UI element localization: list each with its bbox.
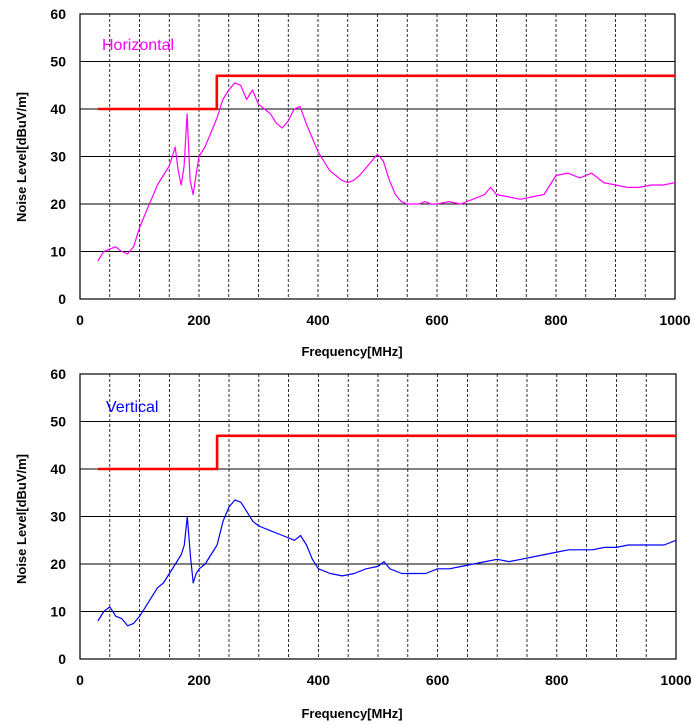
x-tick-label: 600 [426, 672, 450, 688]
y-tick-label: 50 [50, 414, 66, 430]
y-tick-label: 50 [50, 54, 66, 70]
x-tick-label: 600 [425, 312, 449, 328]
x-tick-label: 800 [545, 672, 569, 688]
x-tick-label: 200 [188, 672, 212, 688]
x-tick-label: 1000 [660, 672, 691, 688]
noise-series-line [97, 82, 676, 262]
y-tick-label: 0 [58, 291, 66, 307]
x-axis-label: Frequency[MHz] [301, 706, 402, 721]
y-tick-label: 40 [50, 461, 66, 477]
y-tick-label: 20 [50, 196, 66, 212]
y-tick-label: 10 [50, 604, 66, 620]
y-tick-label: 40 [50, 101, 66, 117]
noise-series-line [97, 499, 677, 627]
y-axis-label: Noise Level[dBuV/m] [14, 454, 29, 584]
limit-line [97, 74, 675, 111]
y-tick-label: 20 [50, 556, 66, 572]
y-tick-label: 0 [58, 651, 66, 667]
y-tick-label: 30 [50, 509, 66, 525]
plot-frame [79, 373, 677, 660]
y-tick-label: 60 [50, 366, 66, 382]
x-tick-label: 800 [544, 312, 568, 328]
y-tick-label: 30 [50, 149, 66, 165]
y-tick-label: 10 [50, 244, 66, 260]
y-axis-label: Noise Level[dBuV/m] [14, 92, 29, 222]
vertical-chart: Noise Level[dBuV/m] Frequency[MHz] Verti… [14, 366, 692, 721]
x-tick-label: 400 [306, 312, 330, 328]
horizontal-chart: Noise Level[dBuV/m] Frequency[MHz] Horiz… [14, 6, 691, 359]
x-tick-label: 1000 [659, 312, 690, 328]
series-annotation: Horizontal [102, 37, 174, 54]
plot-frame [79, 13, 676, 300]
x-tick-label: 0 [76, 672, 84, 688]
y-tick-label: 60 [50, 6, 66, 22]
limit-line [97, 434, 676, 471]
x-tick-label: 0 [76, 312, 84, 328]
x-tick-label: 400 [307, 672, 331, 688]
series-annotation: Vertical [106, 399, 158, 416]
x-axis-label: Frequency[MHz] [301, 344, 402, 359]
x-tick-label: 200 [187, 312, 211, 328]
